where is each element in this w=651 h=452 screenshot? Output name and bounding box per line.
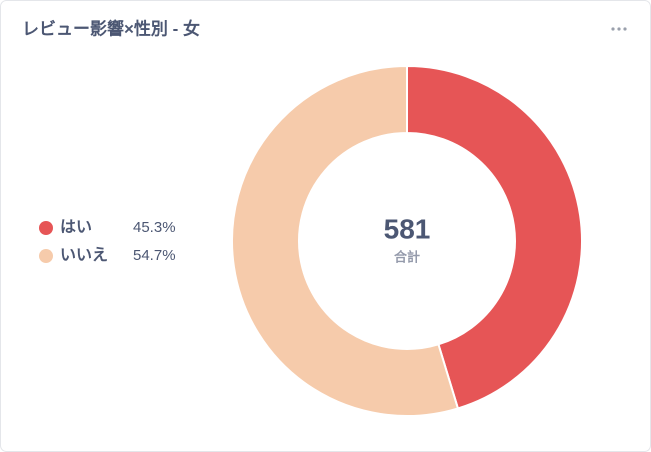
menu-icon[interactable] [611,27,627,31]
total-value: 581 [384,213,431,244]
menu-dot[interactable] [611,27,615,31]
slice [406,64,583,410]
legend-label: いいえ [60,246,108,264]
legend-value: 54.7% [133,247,176,264]
slice [231,64,460,417]
legend-label: はい [60,219,92,236]
total-label: 合計 [394,249,420,264]
legend-dot [39,221,53,235]
legend-value: 45.3% [133,219,176,236]
menu-dot[interactable] [623,27,627,31]
legend-dot [39,249,53,263]
menu-dot[interactable] [617,27,621,31]
chart-title: レビュー影響×性別 - 女 [22,18,200,38]
